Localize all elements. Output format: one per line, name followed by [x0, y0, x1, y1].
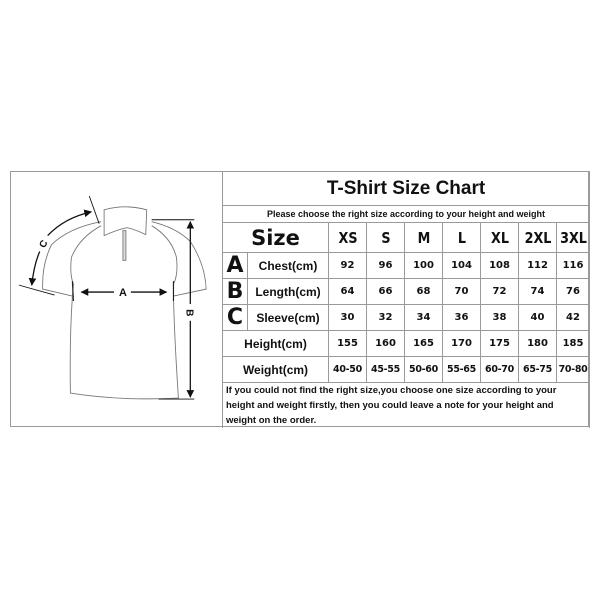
measurement-row: C Sleeve(cm) 30 32 34 36 38 40 42 [222, 304, 591, 331]
measurement-value: 40-50 [328, 356, 367, 383]
label-b: B [183, 309, 194, 316]
size-header: 2XL [520, 222, 555, 253]
size-column-header: Size [222, 222, 329, 253]
measurement-value: 96 [366, 252, 405, 279]
measurement-value: 170 [442, 330, 481, 357]
measurement-value: 66 [366, 278, 405, 305]
measurement-row: B Length(cm) 64 66 68 70 72 74 76 [222, 278, 591, 305]
measurement-value: 74 [518, 278, 557, 305]
chart-title: T-Shirt Size Chart [221, 171, 591, 206]
measurement-row: A Chest(cm) 92 96 100 104 108 112 116 [222, 252, 591, 279]
measurement-value: 34 [404, 304, 443, 331]
measurement-value: 64 [328, 278, 367, 305]
measurement-value: 76 [555, 278, 591, 305]
measurement-value: 100 [404, 252, 443, 279]
measurement-value: 36 [442, 304, 481, 331]
measurement-value: 108 [480, 252, 519, 279]
measurement-value: 32 [366, 304, 405, 331]
measurement-label: Length(cm) [247, 278, 329, 305]
measurement-label: Weight(cm) [222, 356, 329, 383]
measurement-value: 185 [555, 330, 591, 357]
measurement-label: Sleeve(cm) [247, 304, 329, 331]
measurement-letter: C [222, 304, 248, 331]
measurement-value: 165 [404, 330, 443, 357]
measurement-value: 65-75 [518, 356, 557, 383]
shirt-diagram: A B C [18, 195, 207, 400]
measurement-value: 180 [518, 330, 557, 357]
measurement-value: 160 [366, 330, 405, 357]
measurement-value: 155 [328, 330, 367, 357]
measurement-value: 42 [555, 304, 591, 331]
measurement-label: Chest(cm) [247, 252, 329, 279]
polo-shirt-outline [42, 206, 207, 400]
chart-subtitle: Please choose the right size according t… [221, 205, 591, 223]
measurement-row: Height(cm) 155 160 165 170 175 180 185 [222, 330, 591, 357]
size-header: S [368, 222, 403, 253]
measurement-value: 112 [518, 252, 557, 279]
measurement-value: 38 [480, 304, 519, 331]
size-table: T-Shirt Size Chart Please choose the rig… [221, 171, 591, 428]
measurement-value: 55-65 [442, 356, 481, 383]
measurement-value: 104 [442, 252, 481, 279]
measurement-value: 70-80 [555, 356, 591, 383]
measurement-value: 40 [518, 304, 557, 331]
measurement-value: 92 [328, 252, 367, 279]
label-a: A [119, 287, 127, 299]
measurement-value: 70 [442, 278, 481, 305]
size-header-row: Size XS S M L XL 2XL 3XL [222, 222, 590, 253]
measurement-value: 50-60 [404, 356, 443, 383]
measurement-row: Weight(cm) 40-50 45-55 50-60 55-65 60-70 65-75… [222, 356, 591, 383]
measurement-value: 30 [328, 304, 367, 331]
measurement-value: 72 [480, 278, 519, 305]
measurement-label: Height(cm) [222, 330, 329, 357]
sleeve-arrow [47, 209, 92, 237]
size-header: 3XL [558, 222, 588, 253]
size-header: M [406, 222, 441, 253]
label-c: C [37, 238, 50, 250]
measurement-value: 68 [404, 278, 443, 305]
size-note: If you could not find the right size,you… [221, 382, 591, 428]
measurement-value: 175 [480, 330, 519, 357]
measurement-value: 60-70 [480, 356, 519, 383]
size-header: XS [330, 222, 365, 253]
measurement-value: 116 [555, 252, 591, 279]
measurement-letter: B [222, 278, 248, 305]
measurement-letter: A [222, 252, 248, 279]
measurement-value: 45-55 [366, 356, 405, 383]
size-header: L [444, 222, 479, 253]
size-table-container: T-Shirt Size Chart Please choose the rig… [221, 171, 591, 428]
size-header: XL [482, 222, 517, 253]
